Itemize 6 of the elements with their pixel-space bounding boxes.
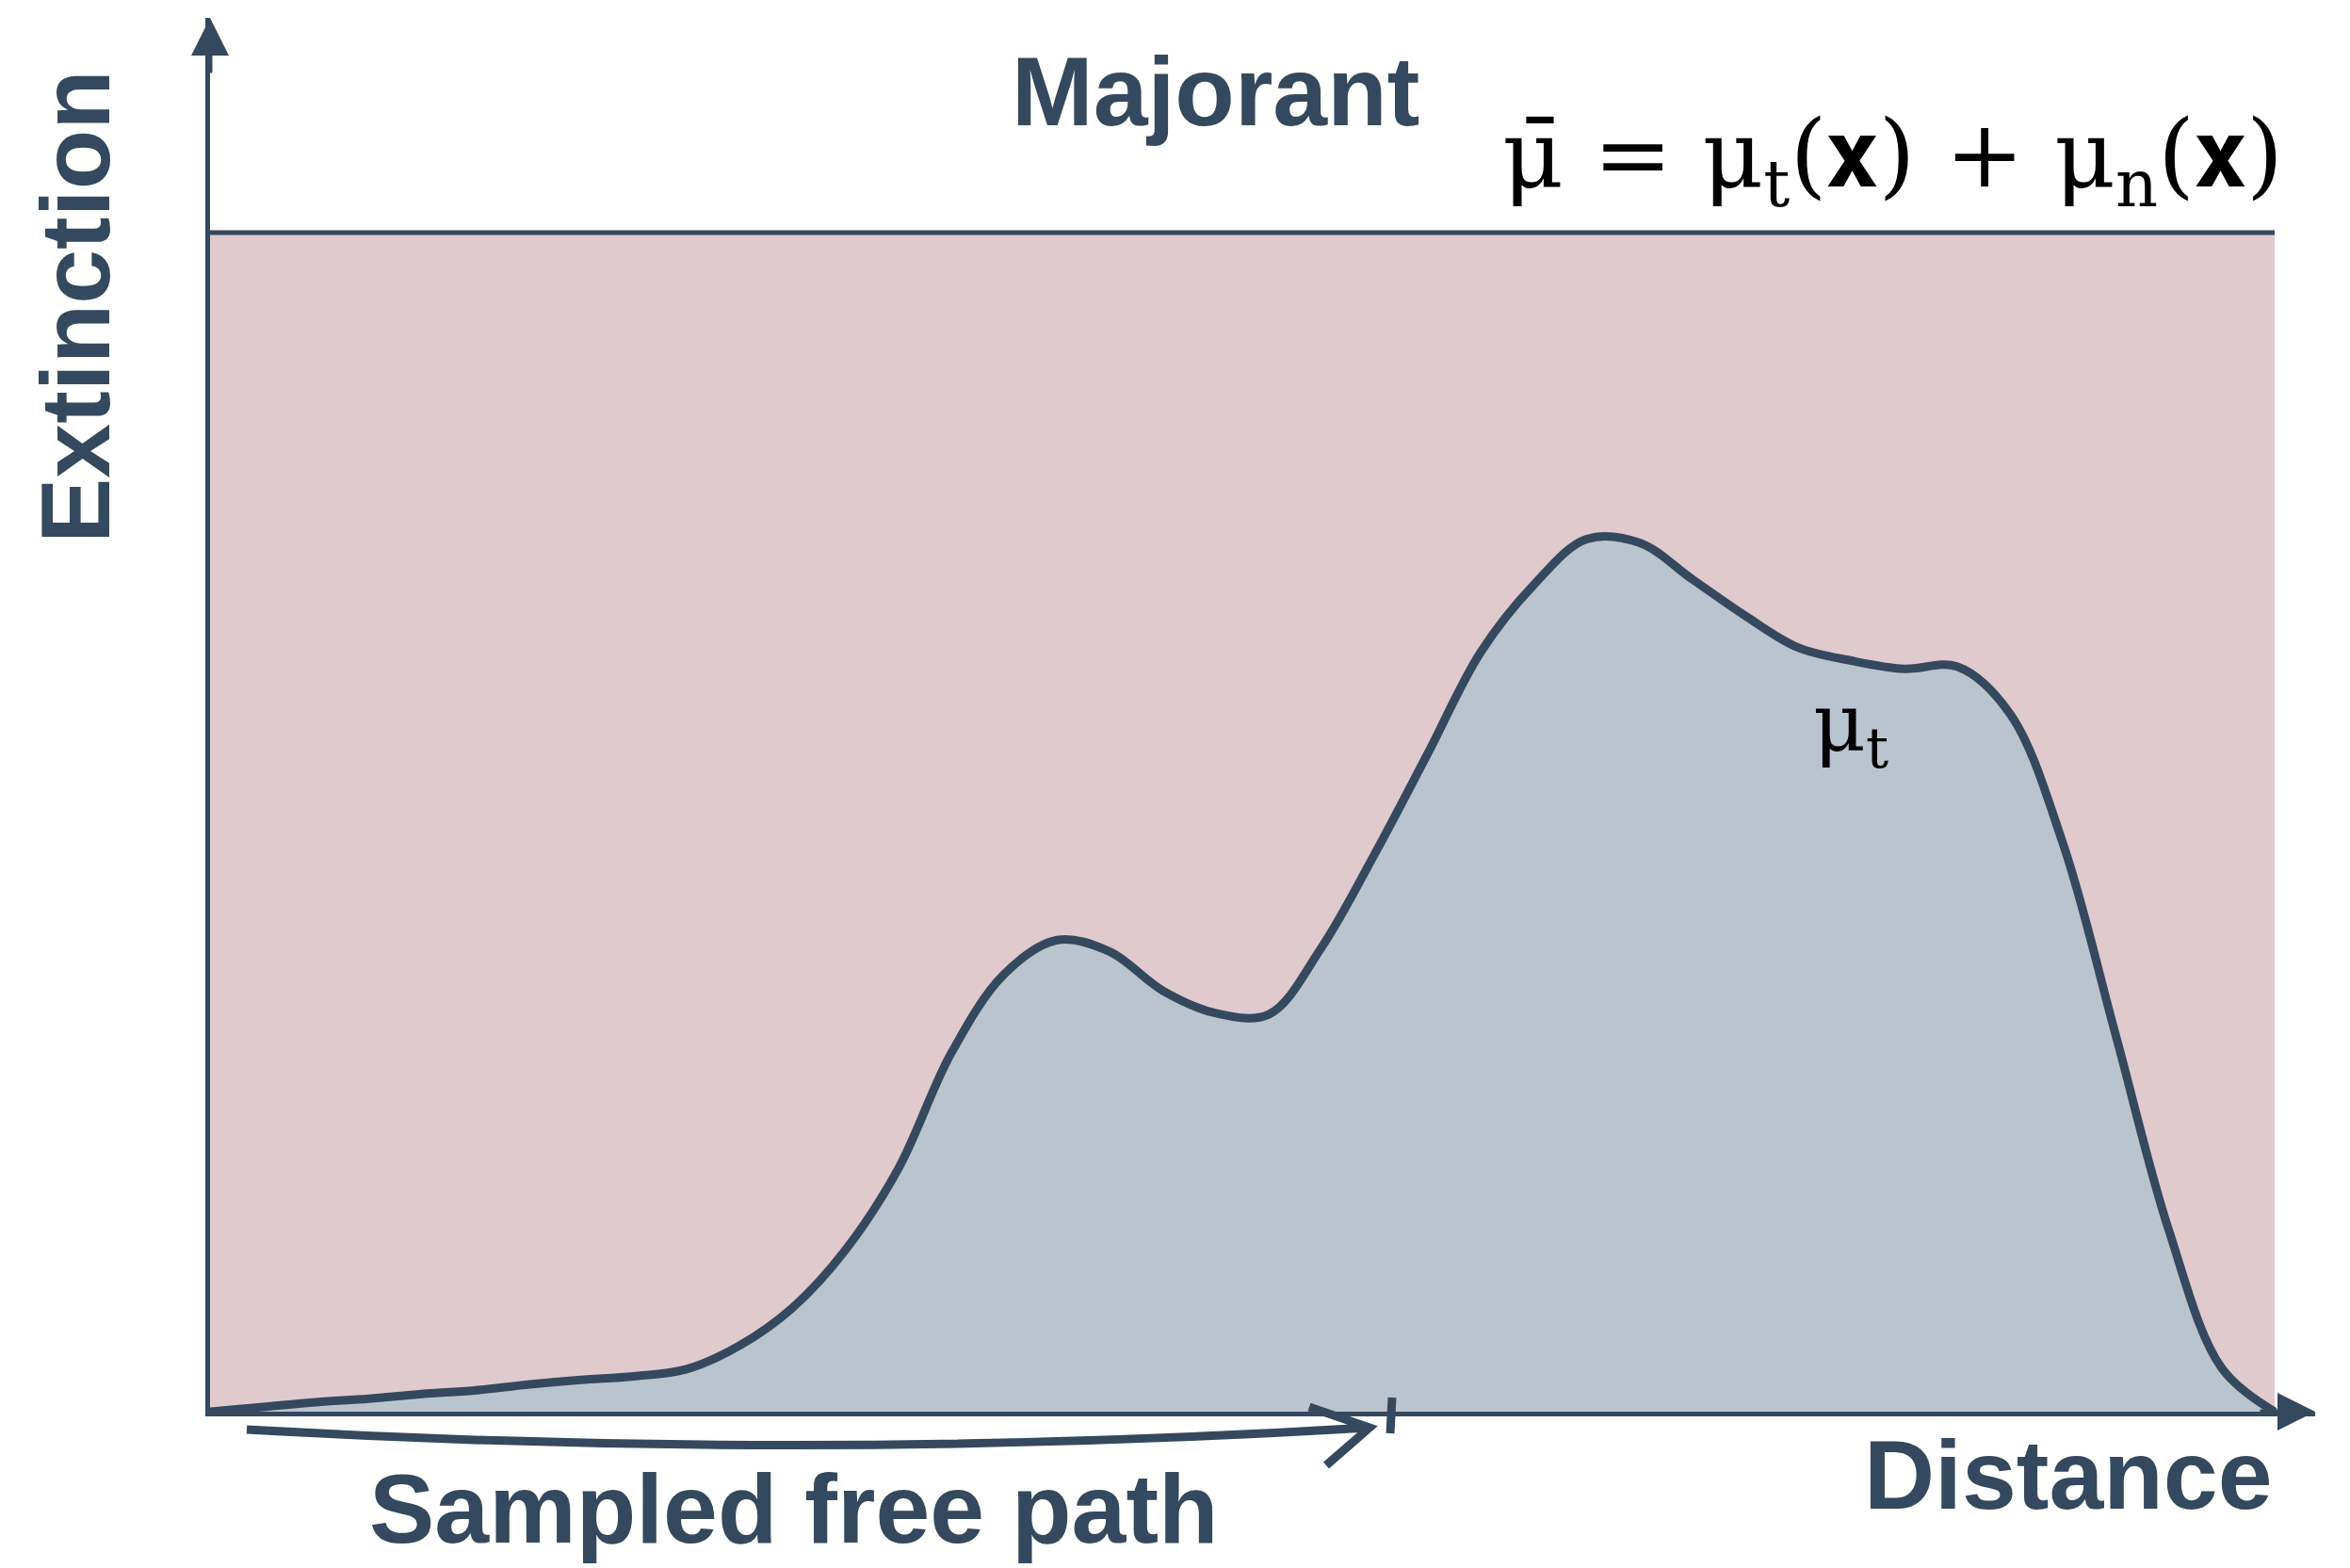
y-axis-title: Extinction [21, 70, 130, 543]
series-label: μ$_{t}$ [1813, 675, 1889, 782]
text: Sampled free path [369, 1454, 1219, 1563]
x-axis-title: Distance [1864, 1420, 2273, 1529]
text: μ̄ = μ$_{t}$(𝐱) + μ$_{n}$(𝐱) [1502, 99, 2283, 222]
series-label: Majorant [1012, 37, 1420, 146]
